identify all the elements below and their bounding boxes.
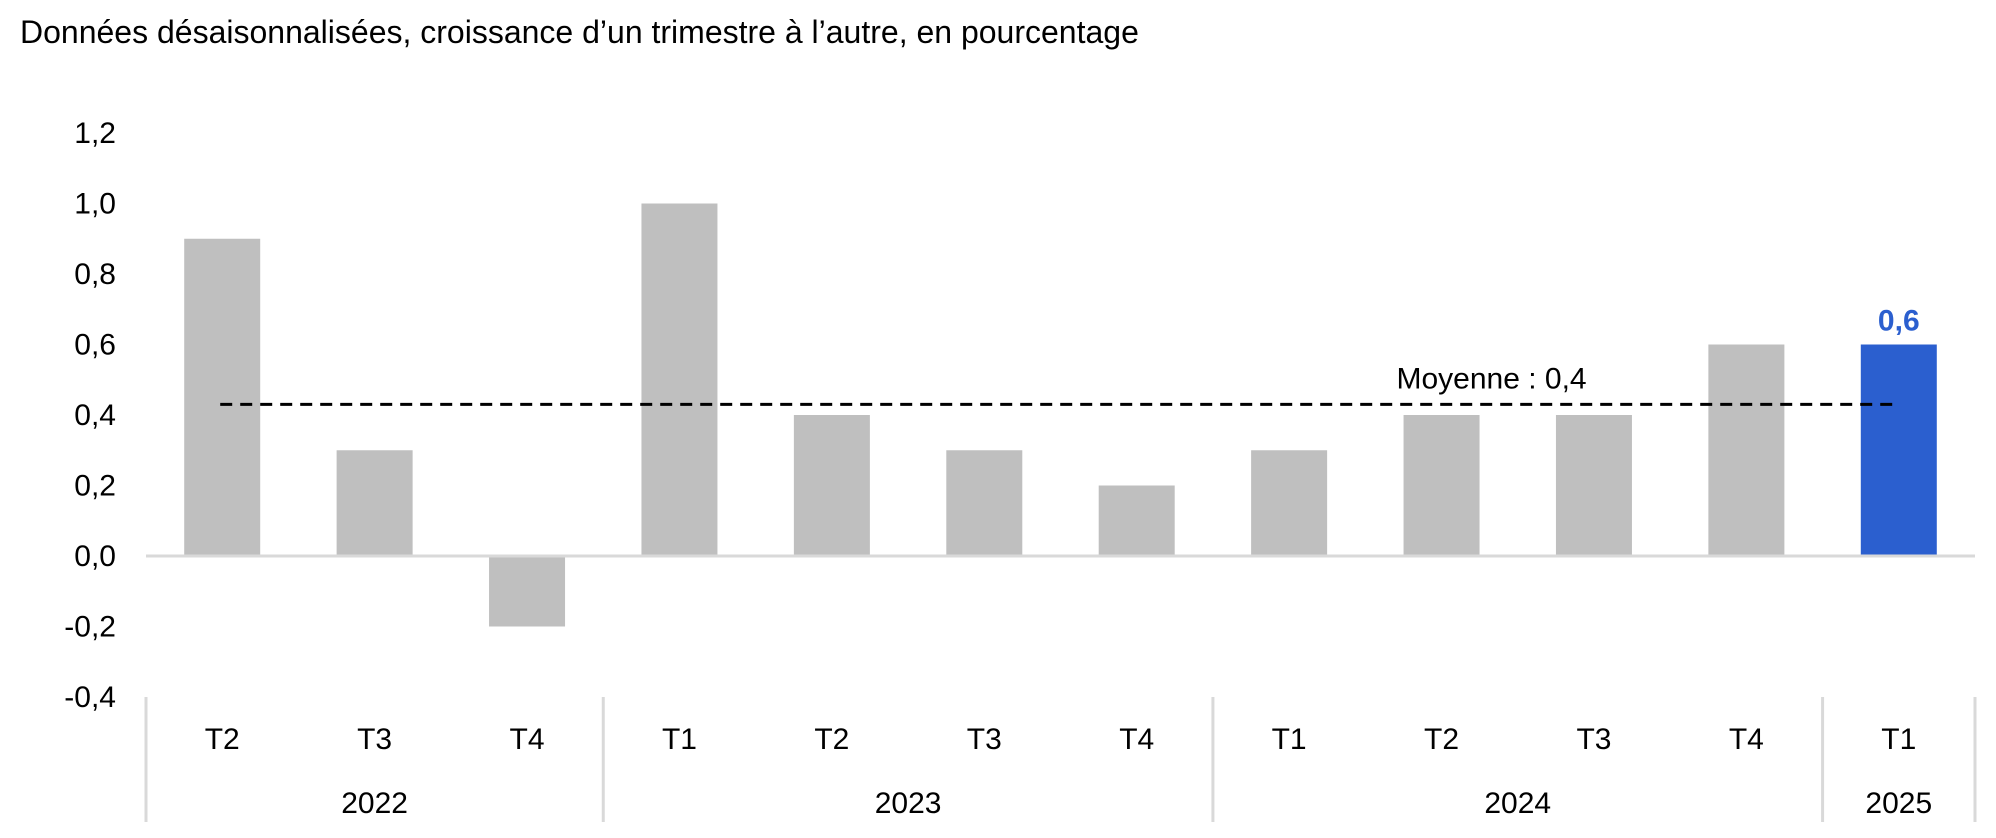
bar bbox=[1555, 415, 1632, 556]
y-tick-label: 1,0 bbox=[74, 188, 116, 221]
average-label: Moyenne : 0,4 bbox=[1396, 362, 1586, 395]
year-label: 2023 bbox=[875, 787, 942, 820]
y-tick-label: 0,8 bbox=[74, 258, 116, 291]
year-label: 2025 bbox=[1865, 787, 1932, 820]
bar bbox=[1403, 415, 1480, 556]
x-tick-label: T3 bbox=[1576, 723, 1611, 756]
average-line-group: Moyenne : 0,4 bbox=[220, 362, 1895, 406]
y-tick-label: 1,2 bbox=[74, 117, 116, 150]
bar bbox=[946, 450, 1023, 556]
bar bbox=[1708, 344, 1785, 556]
bar bbox=[489, 556, 566, 627]
y-tick-label: 0,4 bbox=[74, 399, 116, 432]
bar bbox=[1251, 450, 1328, 556]
x-tick-label: T1 bbox=[662, 723, 697, 756]
x-tick-label: T4 bbox=[510, 723, 545, 756]
y-tick-label: -0,2 bbox=[64, 611, 116, 644]
bars: 0,6 bbox=[184, 203, 1937, 627]
x-tick-label: T3 bbox=[967, 723, 1002, 756]
x-tick-label: T3 bbox=[357, 723, 392, 756]
chart-title: Données désaisonnalisées, croissance d’u… bbox=[20, 14, 1139, 50]
bar bbox=[1098, 485, 1175, 556]
bar bbox=[336, 450, 413, 556]
bar bbox=[793, 415, 870, 556]
category-labels: T2 T3 T4 T1 T2 T3 T4 T1 T2 T3 T4 T1 2022 2023 2024 2025 bbox=[205, 723, 1932, 820]
x-tick-label: T4 bbox=[1119, 723, 1154, 756]
y-tick-label: 0,2 bbox=[74, 470, 116, 503]
y-tick-label: 0,6 bbox=[74, 329, 116, 362]
y-axis: 1,2 1,0 0,8 0,6 0,4 0,2 0,0 -0,2 -0,4 bbox=[64, 117, 116, 714]
x-tick-label: T2 bbox=[1424, 723, 1459, 756]
x-tick-label: T1 bbox=[1272, 723, 1307, 756]
x-tick-label: T1 bbox=[1881, 723, 1916, 756]
bar bbox=[641, 203, 718, 556]
x-tick-label: T2 bbox=[814, 723, 849, 756]
data-label-highlight: 0,6 bbox=[1878, 305, 1920, 338]
y-tick-label: -0,4 bbox=[64, 681, 116, 714]
y-tick-label: 0,0 bbox=[74, 540, 116, 573]
bar bbox=[184, 238, 261, 556]
x-tick-label: T4 bbox=[1729, 723, 1764, 756]
x-axis bbox=[144, 554, 1977, 822]
x-tick-label: T2 bbox=[205, 723, 240, 756]
year-label: 2024 bbox=[1484, 787, 1551, 820]
bar-highlight bbox=[1860, 344, 1937, 556]
year-label: 2022 bbox=[341, 787, 408, 820]
